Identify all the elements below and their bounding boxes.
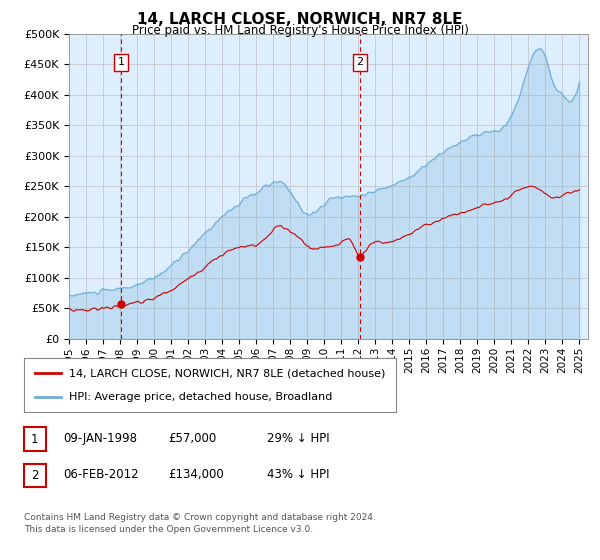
Text: 43% ↓ HPI: 43% ↓ HPI (267, 468, 329, 482)
Text: 14, LARCH CLOSE, NORWICH, NR7 8LE: 14, LARCH CLOSE, NORWICH, NR7 8LE (137, 12, 463, 27)
Text: £57,000: £57,000 (168, 432, 216, 445)
Text: 29% ↓ HPI: 29% ↓ HPI (267, 432, 329, 445)
Text: 2: 2 (356, 57, 364, 67)
Text: HPI: Average price, detached house, Broadland: HPI: Average price, detached house, Broa… (68, 391, 332, 402)
Text: 06-FEB-2012: 06-FEB-2012 (63, 468, 139, 482)
Text: 1: 1 (31, 432, 38, 446)
Text: 09-JAN-1998: 09-JAN-1998 (63, 432, 137, 445)
Text: This data is licensed under the Open Government Licence v3.0.: This data is licensed under the Open Gov… (24, 525, 313, 534)
Text: £134,000: £134,000 (168, 468, 224, 482)
Text: Price paid vs. HM Land Registry's House Price Index (HPI): Price paid vs. HM Land Registry's House … (131, 24, 469, 36)
Text: 14, LARCH CLOSE, NORWICH, NR7 8LE (detached house): 14, LARCH CLOSE, NORWICH, NR7 8LE (detac… (68, 368, 385, 379)
Text: 2: 2 (31, 469, 38, 482)
Text: 1: 1 (118, 57, 124, 67)
Text: Contains HM Land Registry data © Crown copyright and database right 2024.: Contains HM Land Registry data © Crown c… (24, 513, 376, 522)
